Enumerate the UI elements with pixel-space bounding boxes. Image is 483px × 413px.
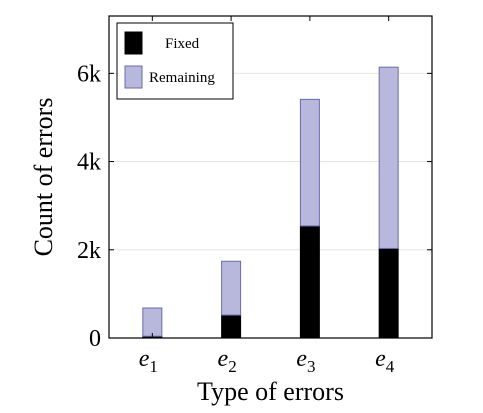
bar-fixed-e4 — [378, 247, 399, 339]
legend-label-remaining: Remaining — [149, 70, 215, 86]
bar-remaining-e4 — [378, 66, 399, 249]
legend-swatch-fixed — [124, 31, 143, 55]
bar-remaining-e2 — [221, 260, 242, 316]
y-axis-ticks: 0 2k 4k 6k — [77, 61, 432, 352]
bar-remaining-e1 — [142, 307, 163, 337]
legend: Fixed Remaining — [116, 22, 234, 100]
plot-frame — [108, 15, 433, 339]
x-tick-label: e2 — [218, 346, 237, 376]
x-tick-label: e3 — [296, 346, 315, 376]
y-tick-label: 2k — [77, 238, 101, 264]
x-tick-label: e1 — [139, 346, 158, 376]
legend-swatch-remaining — [124, 65, 143, 89]
y-axis-label: Count of errors — [29, 98, 58, 257]
y-tick-label: 4k — [77, 150, 101, 176]
x-axis-label: Type of errors — [197, 377, 344, 406]
y-tick-label: 0 — [89, 326, 101, 352]
legend-label-fixed: Fixed — [165, 36, 200, 52]
bar-fixed-e3 — [299, 225, 320, 339]
bar-remaining-e3 — [299, 98, 320, 227]
y-tick-label: 6k — [77, 61, 101, 87]
bars — [142, 66, 399, 339]
x-tick-label: e4 — [375, 346, 395, 376]
